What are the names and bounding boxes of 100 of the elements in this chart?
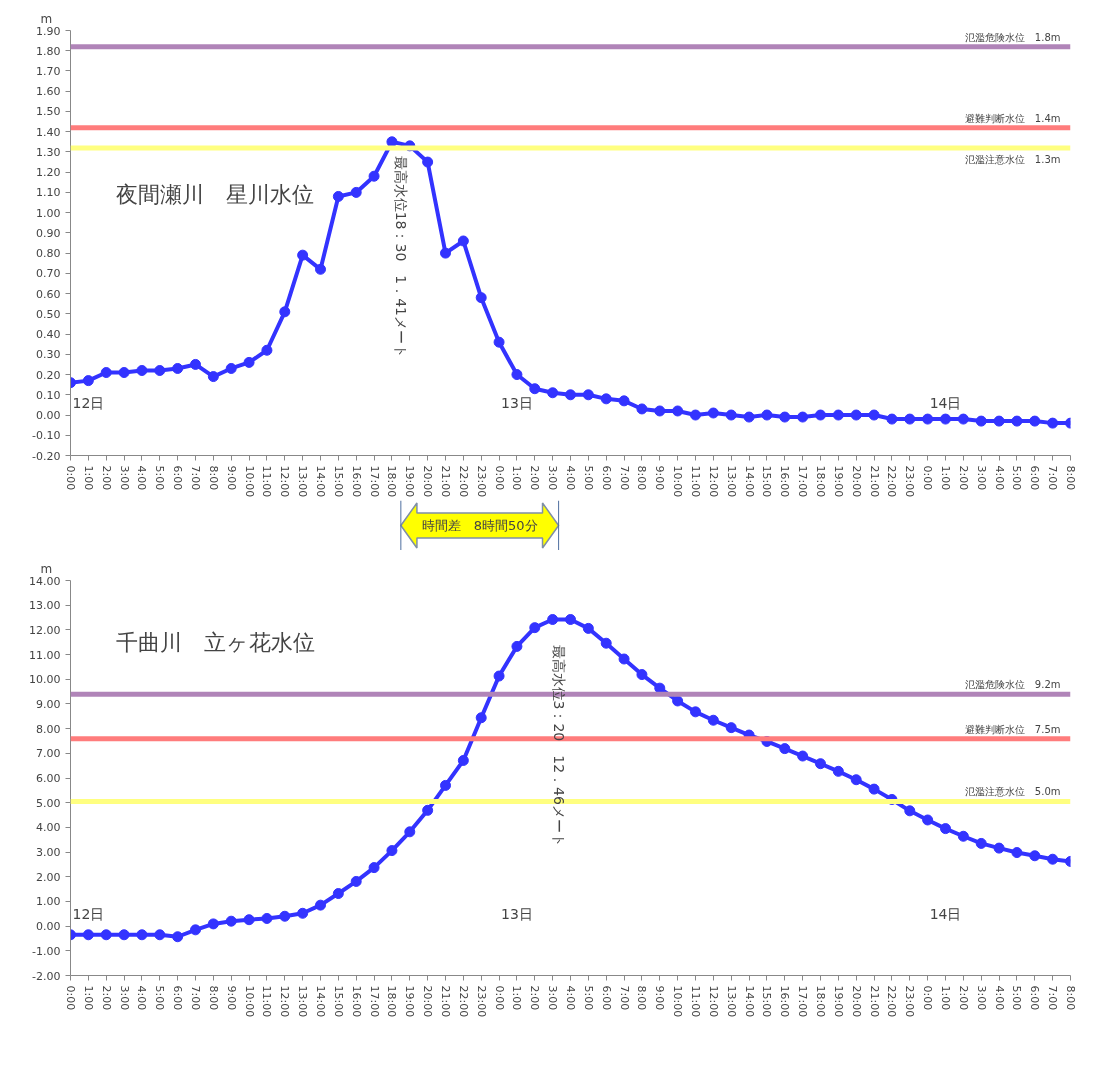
point	[315, 263, 326, 275]
y-tick-label: 1.70	[36, 64, 61, 78]
x-tick-label: 19:00	[831, 985, 845, 1018]
point	[743, 411, 755, 423]
point	[779, 743, 791, 755]
point	[225, 362, 237, 374]
y-tick-label: 0.70	[36, 267, 61, 281]
point	[922, 814, 934, 826]
point	[886, 413, 898, 425]
point	[243, 914, 255, 926]
point	[636, 669, 648, 681]
x-tick-label: 14:00	[742, 985, 756, 1018]
point	[725, 409, 737, 421]
point	[707, 407, 719, 419]
y-tick-label: 13.00	[29, 599, 61, 613]
x-tick-label: 13:00	[296, 985, 310, 1018]
x-tick-label: 0:00	[921, 465, 935, 491]
x-tick-label: 2:00	[99, 465, 113, 491]
x-tick-label: 21:00	[867, 465, 881, 498]
point	[475, 292, 487, 304]
x-tick-label: 13:00	[724, 465, 738, 498]
x-tick-label: 11:00	[260, 985, 274, 1018]
x-tick-label: 10:00	[671, 985, 685, 1018]
y-axis-title: m	[40, 561, 53, 576]
y-tick-label: 5.00	[36, 796, 61, 810]
x-tick-label: 17:00	[796, 985, 810, 1018]
point	[475, 712, 487, 724]
point	[618, 653, 630, 665]
point	[457, 235, 469, 247]
x-tick-label: 18:00	[385, 985, 399, 1018]
x-tick-label: 18:00	[814, 985, 827, 1018]
point	[261, 912, 273, 924]
ref-line-label: 避難判断水位 7.5m	[964, 723, 1061, 735]
x-tick-label: 11:00	[260, 465, 274, 498]
x-tick-label: 4:00	[992, 465, 1006, 491]
annotation: 最高水位3：20 12．46メート	[550, 644, 567, 847]
point	[154, 929, 166, 941]
x-tick-label: 1:00	[939, 985, 952, 1011]
point	[529, 383, 541, 395]
point	[565, 614, 576, 625]
point	[618, 395, 630, 407]
point	[1011, 415, 1023, 427]
point	[850, 774, 862, 786]
x-tick-label: 14:00	[742, 465, 756, 498]
x-tick-label: 1:00	[510, 465, 524, 491]
x-tick-label: 15:00	[760, 465, 774, 498]
x-tick-label: 1:00	[510, 985, 524, 1011]
x-tick-label: 8:00	[635, 985, 649, 1011]
x-tick-label: 5:00	[581, 465, 595, 491]
x-tick-label: 17:00	[367, 465, 381, 498]
x-tick-label: 21:00	[867, 985, 881, 1018]
x-tick-label: 19:00	[831, 465, 845, 498]
y-tick-label: 1.20	[36, 166, 61, 180]
x-tick-label: 1:00	[81, 985, 95, 1011]
x-tick-label: 9:00	[653, 465, 667, 491]
x-tick-label: 8:00	[1064, 465, 1077, 491]
x-tick-label: 12:00	[278, 465, 292, 498]
x-tick-label: 7:00	[189, 985, 202, 1011]
point	[136, 365, 148, 376]
point	[190, 924, 201, 936]
y-tick-label: 10.00	[29, 673, 61, 687]
x-tick-label: 18:00	[814, 465, 827, 498]
y-tick-label: 0.40	[36, 328, 61, 342]
ref-line-label: 避難判断水位 1.4m	[964, 112, 1061, 124]
x-tick-label: 15:00	[331, 465, 345, 498]
x-tick-label: 10:00	[242, 465, 256, 498]
ref-line-label: 氾濫危険水位 9.2m	[964, 679, 1061, 691]
point	[547, 387, 559, 399]
annotation: 14日	[929, 395, 962, 412]
x-tick-label: 20:00	[849, 465, 863, 498]
x-tick-label: 23:00	[903, 465, 917, 498]
x-tick-label: 6:00	[599, 985, 613, 1011]
point	[100, 929, 112, 941]
x-tick-label: 0:00	[64, 465, 77, 491]
point	[797, 750, 809, 762]
x-tick-label: 14:00	[314, 985, 327, 1018]
x-tick-label: 15:00	[331, 985, 345, 1018]
y-tick-label: -2.00	[32, 969, 61, 983]
x-tick-label: 4:00	[564, 985, 577, 1011]
ref-line-label: 氾濫注意水位 5.0m	[964, 786, 1061, 798]
x-tick-label: 5:00	[581, 985, 595, 1011]
x-tick-label: 7:00	[1046, 985, 1060, 1011]
point	[582, 389, 594, 401]
x-tick-label: 3:00	[117, 985, 131, 1011]
y-tick-label: 0.00	[36, 409, 61, 423]
point	[600, 637, 612, 649]
x-tick-label: 5:00	[1010, 985, 1024, 1011]
x-tick-label: 2:00	[956, 465, 970, 491]
point	[350, 186, 362, 198]
point	[636, 403, 648, 415]
x-tick-label: 20:00	[849, 985, 863, 1018]
x-tick-label: 2:00	[528, 985, 542, 1011]
y-tick-label: 0.20	[36, 368, 61, 382]
point	[243, 356, 255, 368]
y-tick-label: 1.30	[36, 145, 61, 159]
x-tick-label: 8:00	[206, 465, 220, 491]
y-tick-label: 1.00	[36, 895, 61, 909]
point	[904, 413, 916, 425]
point	[297, 907, 309, 919]
point	[1011, 847, 1023, 859]
